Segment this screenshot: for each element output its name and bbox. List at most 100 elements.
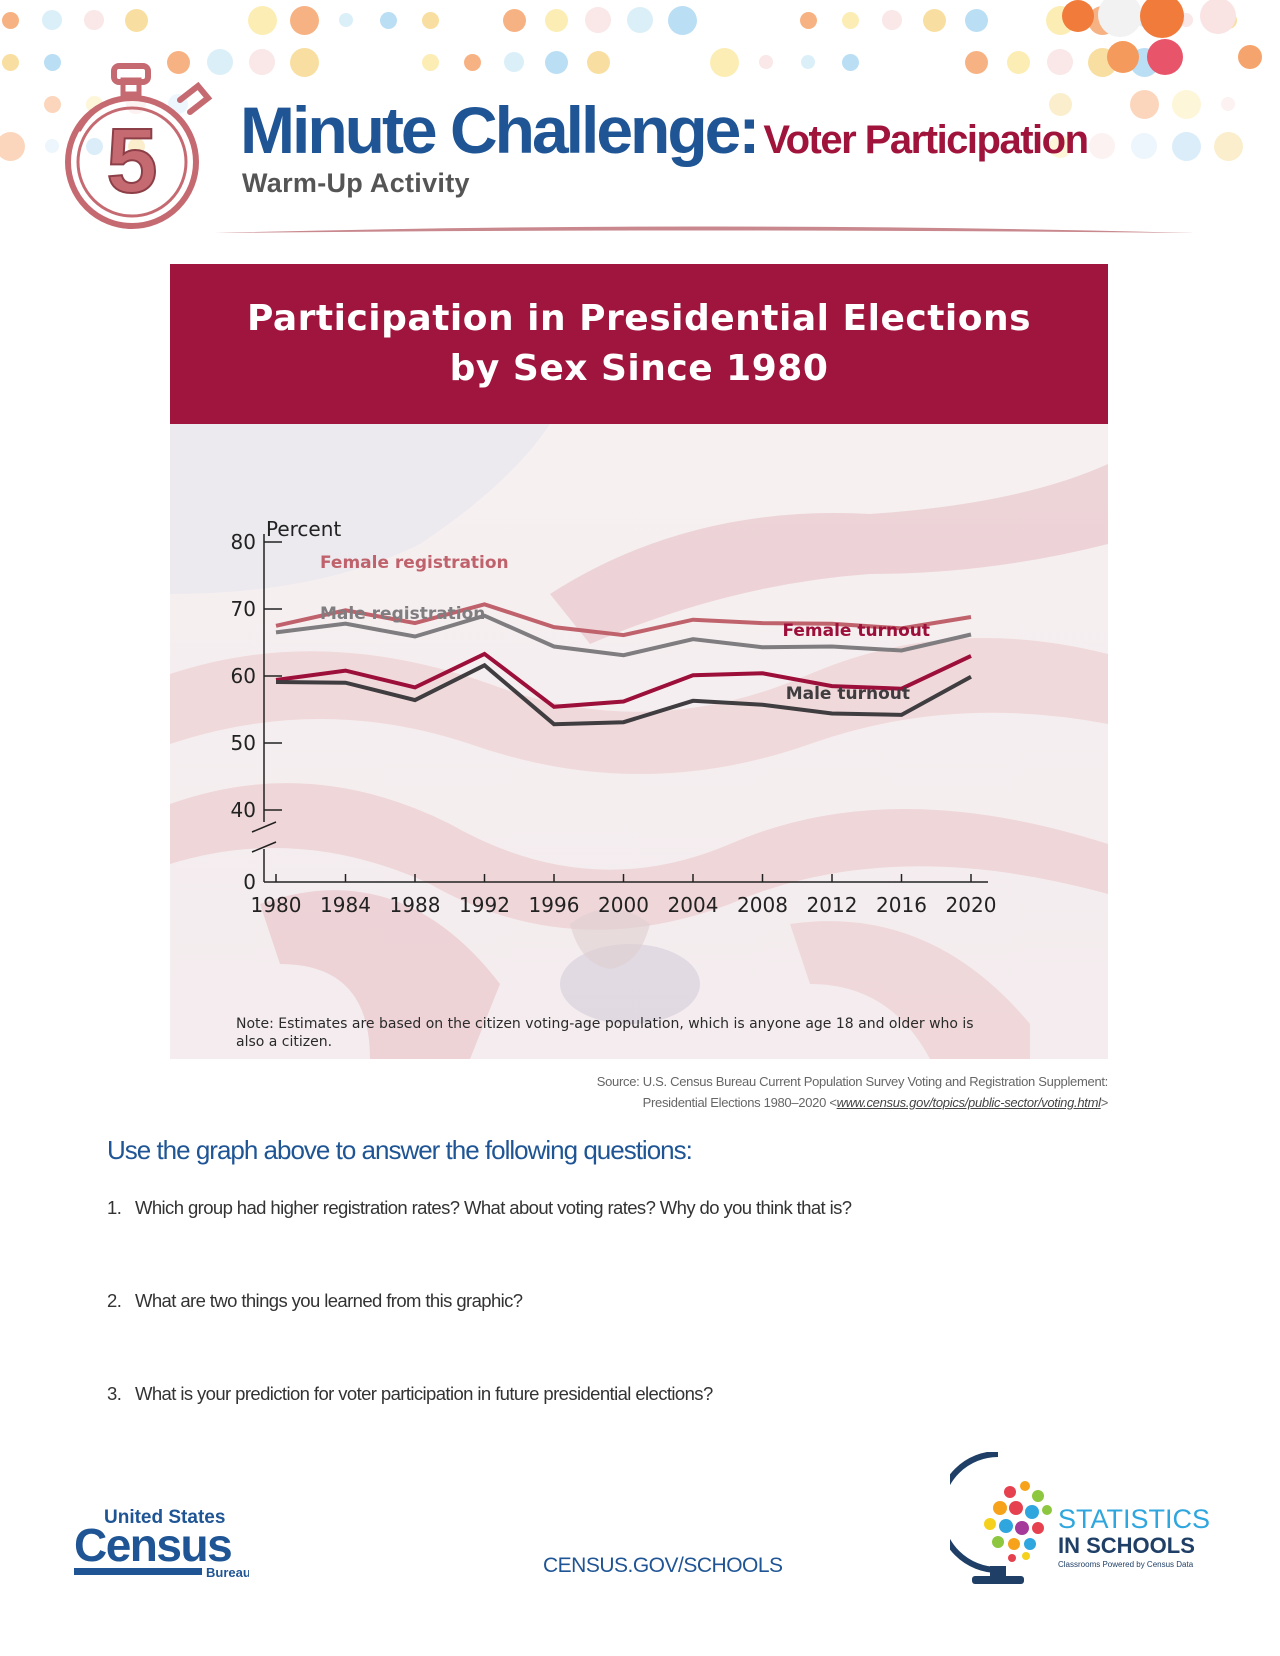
decorative-dot <box>1 53 19 71</box>
y-tick-label: 0 <box>243 870 256 894</box>
series-line-male-turnout <box>275 662 972 727</box>
decorative-dot <box>586 50 610 74</box>
decorative-dot <box>585 7 611 33</box>
decorative-dot <box>544 50 568 74</box>
questions-heading: Use the graph above to answer the follow… <box>107 1135 693 1165</box>
decorative-dot <box>882 10 902 30</box>
decorative-dot <box>166 50 190 74</box>
title-main: Minute Challenge: <box>240 93 760 167</box>
line-chart: 0 40 50 60 70 80 Percent 1980 1984 1988 1992 1996 20… <box>231 517 997 917</box>
decorative-dot-pattern <box>0 0 1280 170</box>
sis-logo-line-1: STATISTICS <box>1058 1504 1210 1534</box>
question-number: 1. <box>107 1197 122 1218</box>
census-logo-main-text: Census <box>74 1519 231 1571</box>
decorative-dot <box>1147 39 1183 75</box>
decorative-dot <box>85 137 103 155</box>
decorative-dot <box>1006 50 1030 74</box>
chart-title: Participation in Presidential Elections … <box>170 264 1108 424</box>
y-tick-label: 40 <box>231 798 256 822</box>
source-link[interactable]: www.census.gov/topics/public-sector/voti… <box>836 1095 1101 1110</box>
source-citation: Source: U.S. Census Bureau Current Popul… <box>597 1071 1109 1113</box>
decorative-dot <box>339 13 353 27</box>
flag-background-image <box>170 424 1108 1059</box>
decorative-dot <box>841 11 859 29</box>
decorative-dot <box>964 8 988 32</box>
sis-logo-line-2: IN SCHOOLS <box>1058 1533 1195 1558</box>
census-schools-link[interactable]: CENSUS.GOV/SCHOOLS <box>543 1554 783 1577</box>
title-topic: Voter Participation <box>763 118 1089 162</box>
decorative-dot <box>1171 131 1201 161</box>
decorative-dot <box>1131 133 1157 159</box>
decorative-dot <box>1048 134 1072 158</box>
decorative-dot <box>84 10 104 30</box>
x-tick-label: 2000 <box>598 893 649 917</box>
y-tick-label: 80 <box>231 530 256 554</box>
chart-title-line-2: by Sex Since 1980 <box>449 348 829 389</box>
x-tick-label: 2016 <box>876 893 927 917</box>
decorative-dot <box>841 53 859 71</box>
source-prefix: Presidential Elections 1980–2020 < <box>642 1095 837 1110</box>
x-tick-label: 1980 <box>251 893 302 917</box>
sis-logo-tagline: Classrooms Powered by Census Data <box>1058 1560 1194 1569</box>
question-3: 3. What is your prediction for voter part… <box>107 1383 713 1405</box>
series-label: Male turnout <box>786 684 910 704</box>
decorative-dot <box>801 55 815 69</box>
question-2: 2. What are two things you learned from t… <box>107 1290 523 1312</box>
decorative-dot <box>964 50 988 74</box>
series-line-female-turnout <box>275 651 972 709</box>
decorative-dot <box>421 53 439 71</box>
question-text: What are two things you learned from thi… <box>135 1290 523 1311</box>
question-1: 1. Which group had higher registration ra… <box>107 1197 852 1219</box>
decorative-dot <box>289 5 319 35</box>
decorative-dot <box>1048 92 1072 116</box>
census-logo-top-text: United States <box>104 1507 225 1528</box>
page-title: Minute Challenge: Voter Participation <box>240 92 1089 168</box>
x-tick-label: 2012 <box>807 893 858 917</box>
decorative-dot <box>709 47 739 77</box>
decorative-dot <box>207 49 233 75</box>
y-tick-label: 50 <box>231 731 256 755</box>
x-tick-label: 2008 <box>737 893 788 917</box>
x-tick-label: 1988 <box>390 893 441 917</box>
decorative-dot <box>45 139 59 153</box>
decorative-dot <box>1200 0 1236 34</box>
decorative-dot <box>544 8 568 32</box>
question-number: 2. <box>107 1290 122 1311</box>
x-tick-label: 1996 <box>529 893 580 917</box>
census-logo-bar <box>74 1568 202 1575</box>
decorative-dot <box>421 11 439 29</box>
decorative-dot <box>799 11 817 29</box>
stopwatch-five-icon: 5 <box>65 63 213 229</box>
x-tick-label: 2020 <box>946 893 997 917</box>
y-tick-label: 60 <box>231 664 256 688</box>
page-subtitle: Warm-Up Activity <box>242 168 470 198</box>
decorative-dot <box>43 53 61 71</box>
question-text: What is your prediction for voter partic… <box>135 1383 713 1404</box>
decorative-dot <box>1171 89 1201 119</box>
chart-note: Note: Estimates are based on the citizen… <box>236 1016 974 1050</box>
y-tick-label: 70 <box>231 597 256 621</box>
x-tick-label: 1984 <box>320 893 371 917</box>
decorative-dot <box>42 10 62 30</box>
x-tick-label: 2004 <box>668 893 719 917</box>
decorative-dot <box>247 5 277 35</box>
decorative-dot <box>43 95 61 113</box>
statistics-in-schools-logo[interactable]: STATISTICS IN SCHOOLS Classrooms Powered… <box>950 1452 1210 1587</box>
question-number: 3. <box>107 1383 122 1404</box>
header-divider <box>215 226 1195 233</box>
decorative-dot <box>1129 89 1159 119</box>
census-bureau-logo[interactable]: United States Census Bureau <box>74 1505 249 1585</box>
decorative-dot <box>627 7 653 33</box>
decorative-dot <box>759 55 773 69</box>
source-suffix: > <box>1100 1095 1109 1110</box>
x-tick-label: 1992 <box>459 893 510 917</box>
decorative-dot <box>1047 49 1073 75</box>
decorative-dot <box>379 11 397 29</box>
decorative-dot <box>1213 131 1243 161</box>
census-logo-bottom-text: Bureau <box>206 1565 249 1580</box>
series-label: Female turnout <box>782 621 930 641</box>
stopwatch-number: 5 <box>106 110 157 212</box>
decorative-dot <box>1238 45 1262 69</box>
decorative-dot <box>504 52 524 72</box>
decorative-dot <box>1140 0 1184 38</box>
